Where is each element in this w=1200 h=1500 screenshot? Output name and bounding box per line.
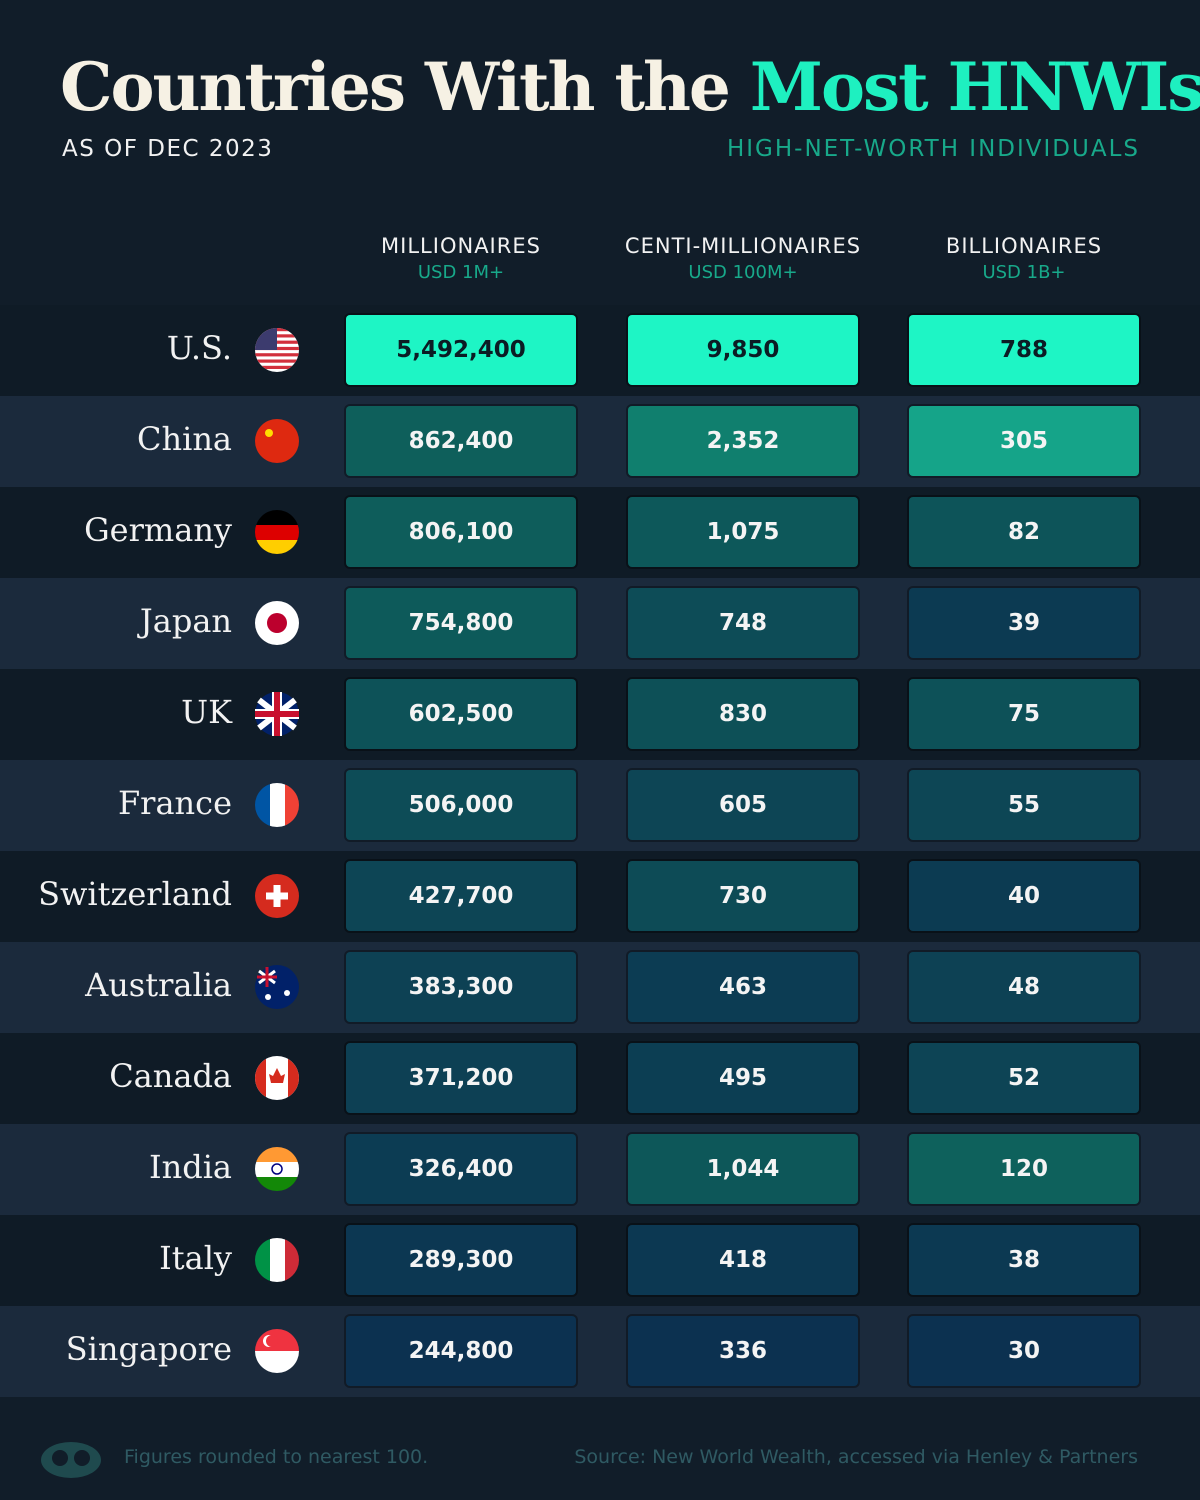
value-cell: 418 — [628, 1225, 858, 1295]
value-cell: 120 — [909, 1134, 1139, 1204]
column-sub: USD 100M+ — [688, 262, 798, 283]
value-cell: 9,850 — [628, 315, 858, 385]
value-cell: 495 — [628, 1043, 858, 1113]
flag — [255, 510, 299, 554]
value-cell: 55 — [909, 770, 1139, 840]
flag — [255, 692, 299, 736]
value-cell: 383,300 — [346, 952, 576, 1022]
value-cell: 40 — [909, 861, 1139, 931]
value-cell: 371,200 — [346, 1043, 576, 1113]
table-row: U.S. 5,492,400 9,850 788 — [0, 305, 1200, 396]
flag — [255, 419, 299, 463]
table-row: Japan 754,800 748 39 — [0, 578, 1200, 669]
country-name: Italy — [159, 1239, 232, 1277]
flag — [255, 601, 299, 645]
value-cell: 48 — [909, 952, 1139, 1022]
country-name: Switzerland — [38, 875, 232, 913]
flag — [255, 1238, 299, 1282]
value-cell: 1,075 — [628, 497, 858, 567]
value-cell: 730 — [628, 861, 858, 931]
value-cell: 788 — [909, 315, 1139, 385]
value-cell: 38 — [909, 1225, 1139, 1295]
value-cell: 506,000 — [346, 770, 576, 840]
value-cell: 602,500 — [346, 679, 576, 749]
value-cell: 427,700 — [346, 861, 576, 931]
value-cell: 2,352 — [628, 406, 858, 476]
logo — [41, 1442, 101, 1478]
value-cell: 336 — [628, 1316, 858, 1386]
value-cell: 289,300 — [346, 1225, 576, 1295]
column-name: MILLIONAIRES — [381, 234, 541, 258]
value-cell: 830 — [628, 679, 858, 749]
value-cell: 463 — [628, 952, 858, 1022]
title: Countries With the Most HNWIs — [60, 48, 1200, 126]
table-row: China 862,400 2,352 305 — [0, 396, 1200, 487]
column-name: CENTI-MILLIONAIRES — [624, 234, 862, 258]
column-sub: USD 1B+ — [982, 262, 1066, 283]
column-header: MILLIONAIRES USD 1M+ — [321, 234, 601, 283]
country-name: U.S. — [166, 329, 232, 367]
country-name: Singapore — [65, 1330, 232, 1368]
footer-note: Figures rounded to nearest 100. — [124, 1446, 429, 1468]
table-row: UK 602,500 830 75 — [0, 669, 1200, 760]
value-cell: 39 — [909, 588, 1139, 658]
value-cell: 75 — [909, 679, 1139, 749]
value-cell: 754,800 — [346, 588, 576, 658]
column-header: BILLIONAIRES USD 1B+ — [884, 234, 1164, 283]
value-cell: 806,100 — [346, 497, 576, 567]
value-cell: 244,800 — [346, 1316, 576, 1386]
flag — [255, 965, 299, 1009]
column-sub: USD 1M+ — [417, 262, 505, 283]
flag — [255, 328, 299, 372]
value-cell: 5,492,400 — [346, 315, 576, 385]
value-cell: 82 — [909, 497, 1139, 567]
country-name: Australia — [85, 966, 232, 1004]
title-start: Countries With the — [60, 48, 731, 126]
table-row: Germany 806,100 1,075 82 — [0, 487, 1200, 578]
tagline: HIGH-NET-WORTH INDIVIDUALS — [726, 136, 1140, 162]
country-name: Japan — [139, 602, 232, 640]
flag — [255, 1147, 299, 1191]
table-row: France 506,000 605 55 — [0, 760, 1200, 851]
country-name: India — [148, 1148, 232, 1186]
column-name: BILLIONAIRES — [945, 234, 1103, 258]
table-row: Switzerland 427,700 730 40 — [0, 851, 1200, 942]
flag — [255, 783, 299, 827]
value-cell: 748 — [628, 588, 858, 658]
value-cell: 862,400 — [346, 406, 576, 476]
value-cell: 1,044 — [628, 1134, 858, 1204]
table-row: Singapore 244,800 336 30 — [0, 1306, 1200, 1397]
country-name: France — [117, 784, 232, 822]
value-cell: 605 — [628, 770, 858, 840]
country-name: Canada — [109, 1057, 232, 1095]
table-row: Canada 371,200 495 52 — [0, 1033, 1200, 1124]
country-name: China — [136, 420, 232, 458]
flag — [255, 874, 299, 918]
value-cell: 30 — [909, 1316, 1139, 1386]
table-row: Italy 289,300 418 38 — [0, 1215, 1200, 1306]
value-cell: 326,400 — [346, 1134, 576, 1204]
column-header: CENTI-MILLIONAIRES USD 100M+ — [603, 234, 883, 283]
country-name: UK — [181, 693, 232, 731]
flag — [255, 1329, 299, 1373]
title-highlight: Most HNWIs — [749, 48, 1200, 126]
flag — [255, 1056, 299, 1100]
footer-source: Source: New World Wealth, accessed via H… — [574, 1446, 1138, 1468]
value-cell: 52 — [909, 1043, 1139, 1113]
subtitle: AS OF DEC 2023 — [62, 136, 274, 162]
value-cell: 305 — [909, 406, 1139, 476]
table-row: Australia 383,300 463 48 — [0, 942, 1200, 1033]
table-row: India 326,400 1,044 120 — [0, 1124, 1200, 1215]
country-name: Germany — [84, 511, 232, 549]
